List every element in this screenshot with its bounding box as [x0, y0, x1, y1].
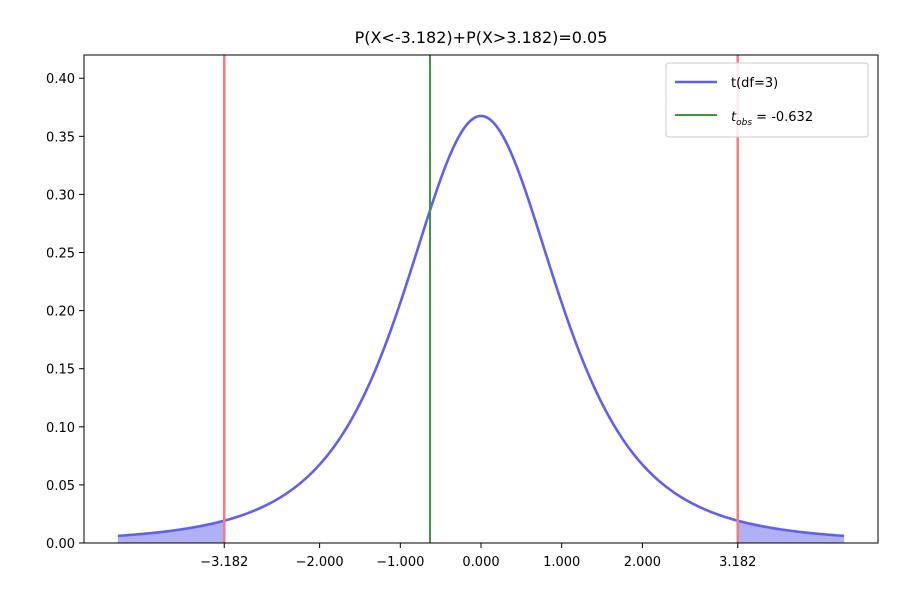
x-tick-label: 0.000: [462, 555, 499, 570]
legend-label-curve: t(df=3): [731, 76, 778, 91]
y-tick-label: 0.10: [46, 421, 75, 436]
y-tick-label: 0.40: [46, 72, 75, 87]
pdf-curve: [117, 114, 845, 538]
x-tick-label: −2.000: [296, 555, 344, 570]
y-tick-label: 0.05: [46, 479, 75, 494]
legend: t(df=3) tobs = -0.632: [665, 62, 869, 138]
legend-label-obs: tobs = -0.632: [731, 110, 813, 128]
y-tick-label: 0.20: [46, 305, 75, 320]
x-tick-label: 2.000: [624, 555, 661, 570]
x-axis: −3.182 −2.000 −1.000 0.000 1.000 2.000 3.182: [200, 543, 756, 570]
legend-box: [665, 62, 869, 138]
y-tick-label: 0.00: [46, 537, 75, 552]
x-tick-label: −1.000: [376, 555, 424, 570]
x-tick-label: 3.182: [719, 555, 756, 570]
chart-title: P(X<-3.182)+P(X>3.182)=0.05: [355, 28, 608, 47]
x-tick-label: −3.182: [200, 555, 248, 570]
y-tick-label: 0.30: [46, 188, 75, 203]
y-axis: 0.00 0.05 0.10 0.15 0.20 0.25 0.30 0.35 0.40: [46, 72, 84, 552]
y-tick-label: 0.25: [46, 247, 75, 262]
y-tick-label: 0.15: [46, 363, 75, 378]
y-tick-label: 0.35: [46, 130, 75, 145]
x-tick-label: 1.000: [543, 555, 580, 570]
